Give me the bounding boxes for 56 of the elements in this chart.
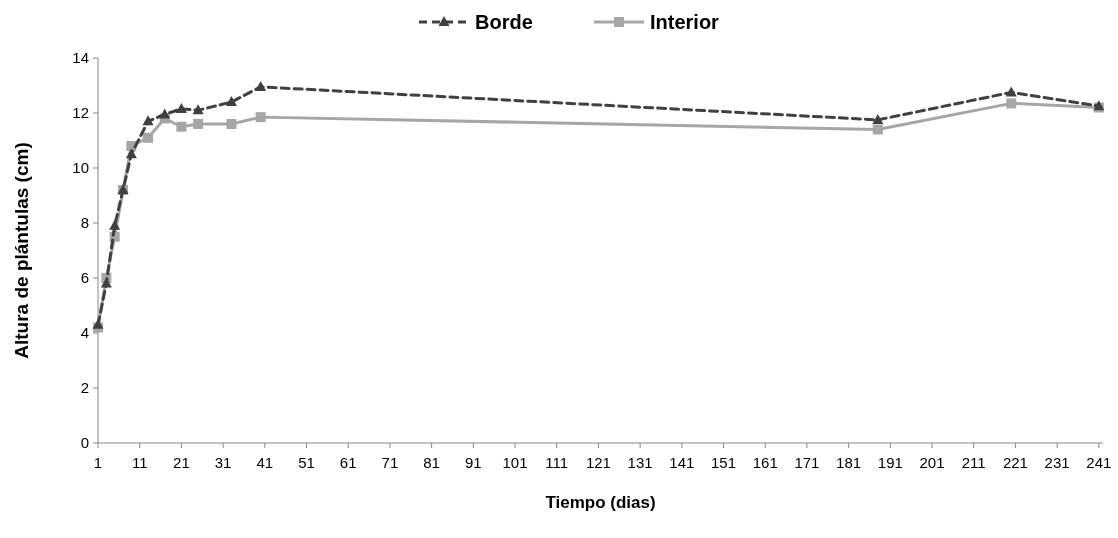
point: [192, 104, 204, 115]
point: [255, 80, 267, 91]
x-tick-label: 151: [711, 454, 737, 471]
x-tick-label: 11: [131, 454, 148, 471]
point: [872, 113, 884, 124]
x-tick-label: 81: [423, 454, 440, 471]
point: [92, 318, 104, 329]
x-tick-label: 221: [1002, 454, 1028, 471]
x-tick-label: 91: [464, 454, 482, 471]
x-tick-label: 171: [794, 454, 820, 471]
x-tick-label: 161: [752, 454, 778, 471]
y-tick-label: 4: [80, 324, 89, 342]
y-tick-label: 0: [80, 434, 89, 452]
x-tick-label: 141: [669, 454, 695, 471]
x-tick-label: 51: [298, 454, 315, 471]
x-tick-label: 231: [1044, 454, 1070, 471]
x-tick-label: 101: [502, 454, 528, 471]
y-tick-label: 2: [80, 379, 89, 397]
y-tick-label: 14: [72, 49, 89, 67]
x-tick-label: 191: [877, 454, 903, 471]
x-tick-label: 181: [836, 454, 862, 471]
point: [1005, 86, 1017, 97]
x-tick-label: 211: [961, 454, 986, 471]
y-tick-label: 10: [72, 159, 89, 177]
x-tick-label: 1: [93, 454, 103, 471]
y-axis-title: Altura de plántulas (cm): [11, 142, 32, 359]
point: [143, 132, 154, 143]
point: [225, 96, 237, 106]
x-tick-label: 201: [919, 454, 945, 471]
x-tick-label: 21: [173, 454, 190, 471]
legend-label: Borde: [475, 11, 533, 33]
point: [175, 102, 187, 113]
point: [159, 108, 171, 119]
point: [176, 121, 187, 132]
x-tick-label: 121: [585, 454, 611, 471]
x-tick-label: 111: [545, 454, 569, 471]
x-tick-label: 71: [381, 454, 399, 471]
y-tick-label: 12: [72, 104, 89, 122]
point: [142, 115, 154, 126]
legend-label: Interior: [650, 11, 720, 33]
y-tick-label: 8: [80, 214, 89, 232]
x-tick-label: 61: [339, 454, 357, 471]
point: [226, 119, 237, 129]
x-tick-label: 31: [214, 454, 232, 471]
point: [1006, 98, 1017, 109]
x-tick-label: 241: [1086, 454, 1112, 471]
point: [255, 112, 266, 123]
point: [125, 148, 137, 159]
x-tick-label: 131: [627, 454, 653, 471]
point: [193, 119, 204, 129]
point: [109, 219, 121, 230]
y-tick-label: 6: [80, 269, 89, 287]
x-axis-title: Tiempo (dias): [545, 493, 656, 512]
point: [100, 277, 112, 288]
x-tick-label: 41: [256, 454, 274, 471]
point: [872, 124, 883, 135]
